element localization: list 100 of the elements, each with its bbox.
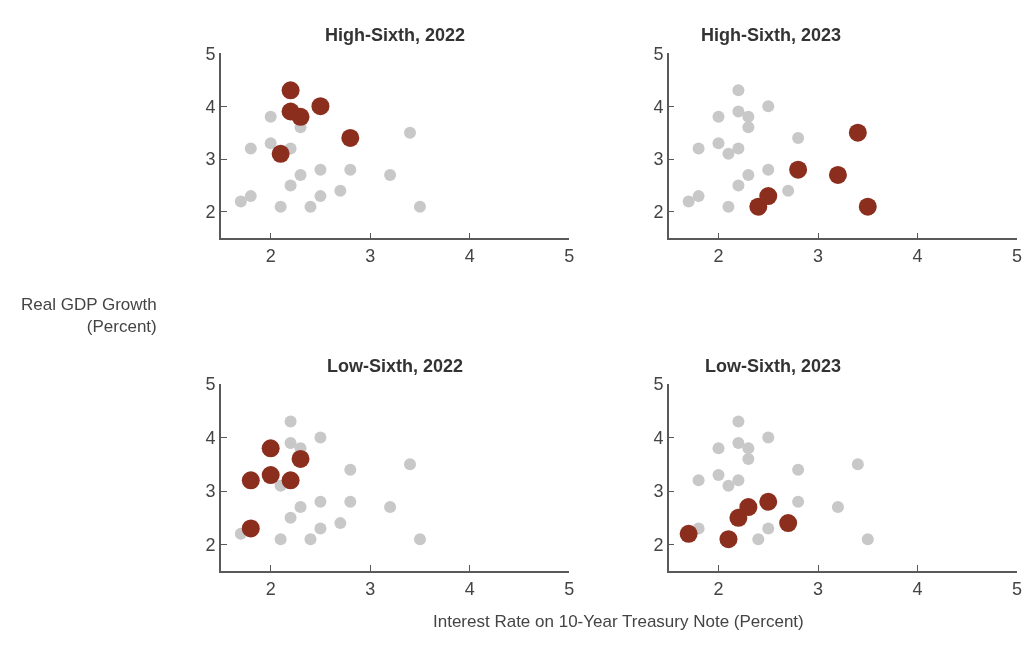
point bbox=[792, 495, 805, 508]
point bbox=[264, 110, 277, 123]
point bbox=[304, 533, 317, 546]
x-tick-label: 2 bbox=[265, 578, 276, 599]
point bbox=[732, 415, 745, 428]
point bbox=[722, 479, 735, 492]
point bbox=[294, 501, 307, 514]
point bbox=[384, 501, 397, 514]
point bbox=[762, 163, 775, 176]
x-tick-label: 3 bbox=[365, 578, 376, 599]
point bbox=[261, 466, 280, 485]
point bbox=[413, 200, 426, 213]
y-tick-label: 2 bbox=[653, 202, 664, 223]
point bbox=[722, 200, 735, 213]
point bbox=[314, 190, 327, 203]
y-axis-title: Real GDP Growth (Percent) bbox=[21, 295, 157, 337]
y-tick-label: 2 bbox=[205, 534, 216, 555]
point bbox=[739, 498, 758, 517]
point bbox=[341, 128, 360, 147]
point bbox=[858, 197, 877, 216]
point bbox=[851, 458, 864, 471]
point bbox=[762, 431, 775, 444]
point bbox=[314, 495, 327, 508]
point bbox=[692, 190, 705, 203]
y-tick-label: 3 bbox=[653, 481, 664, 502]
y-tick-label: 3 bbox=[653, 149, 664, 170]
point bbox=[264, 137, 277, 150]
point bbox=[762, 522, 775, 535]
point bbox=[244, 142, 257, 155]
point bbox=[234, 195, 247, 208]
point bbox=[759, 187, 778, 206]
x-tick-label: 4 bbox=[912, 245, 923, 266]
y-tick-label: 5 bbox=[653, 374, 664, 395]
point bbox=[712, 137, 725, 150]
y-tick-label: 3 bbox=[205, 481, 216, 502]
point bbox=[344, 495, 357, 508]
point bbox=[344, 463, 357, 476]
x-tick-label: 4 bbox=[912, 578, 923, 599]
point bbox=[752, 533, 765, 546]
point bbox=[241, 471, 260, 490]
x-axis-title: Interest Rate on 10-Year Treasury Note (Percent) bbox=[433, 612, 804, 631]
x-tick-label: 2 bbox=[713, 578, 724, 599]
point bbox=[291, 449, 310, 468]
point bbox=[779, 514, 798, 533]
point bbox=[241, 519, 260, 538]
point bbox=[404, 126, 416, 139]
y-tick-label: 4 bbox=[653, 427, 664, 448]
chart-title: High-Sixth, 2022 bbox=[325, 25, 466, 45]
point bbox=[281, 81, 300, 100]
point bbox=[274, 533, 287, 546]
x-tick-label: 5 bbox=[1012, 245, 1023, 266]
point bbox=[742, 442, 755, 455]
y-tick-label: 5 bbox=[205, 374, 216, 395]
y-tick-label: 2 bbox=[205, 202, 216, 223]
y-tick-label: 4 bbox=[205, 96, 216, 117]
point bbox=[334, 184, 347, 197]
point bbox=[413, 533, 426, 546]
point bbox=[344, 163, 357, 176]
point bbox=[712, 110, 725, 123]
point bbox=[284, 179, 297, 192]
point bbox=[692, 474, 705, 487]
point bbox=[732, 474, 745, 487]
point bbox=[271, 144, 290, 163]
point bbox=[404, 458, 416, 471]
y-tick-label: 2 bbox=[653, 534, 664, 555]
point bbox=[732, 179, 745, 192]
x-tick-label: 5 bbox=[564, 245, 575, 266]
x-tick-label: 2 bbox=[265, 245, 276, 266]
point bbox=[831, 501, 844, 514]
x-tick-label: 5 bbox=[1012, 578, 1023, 599]
point bbox=[742, 110, 755, 123]
y-tick-label: 3 bbox=[205, 149, 216, 170]
point bbox=[304, 200, 317, 213]
point bbox=[732, 142, 745, 155]
y-tick-label: 5 bbox=[653, 43, 664, 64]
point bbox=[732, 105, 745, 118]
point bbox=[294, 168, 307, 181]
x-tick-label: 4 bbox=[464, 245, 475, 266]
point bbox=[742, 452, 755, 465]
point bbox=[244, 190, 257, 203]
point bbox=[311, 97, 330, 116]
point bbox=[828, 165, 847, 184]
point bbox=[284, 511, 297, 524]
point bbox=[792, 131, 805, 144]
x-tick-label: 3 bbox=[365, 245, 376, 266]
point bbox=[732, 436, 745, 449]
point bbox=[759, 492, 778, 511]
x-tick-label: 5 bbox=[564, 578, 575, 599]
point bbox=[712, 469, 725, 482]
x-tick-label: 4 bbox=[464, 578, 475, 599]
point bbox=[261, 439, 280, 458]
point bbox=[284, 436, 297, 449]
chart-title: High-Sixth, 2023 bbox=[701, 25, 842, 45]
y-tick-label: 5 bbox=[205, 43, 216, 64]
point bbox=[284, 415, 297, 428]
x-tick-label: 2 bbox=[713, 245, 724, 266]
point bbox=[384, 168, 397, 181]
y-tick-label: 4 bbox=[205, 427, 216, 448]
point bbox=[281, 471, 300, 490]
chart-title: Low-Sixth, 2022 bbox=[327, 356, 464, 376]
